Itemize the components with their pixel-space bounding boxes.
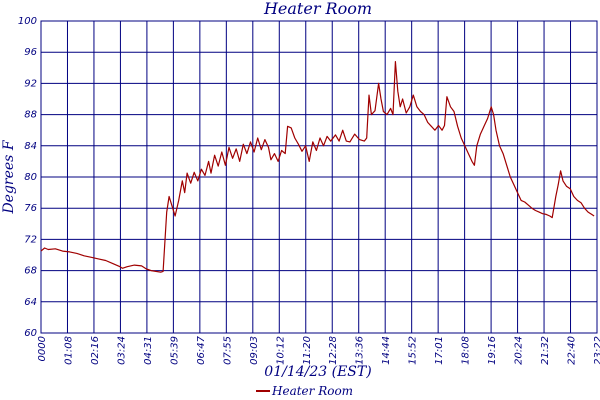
- x-axis-label: 01/14/23 (EST): [264, 364, 371, 380]
- x-tick-label: 01:08: [63, 336, 74, 365]
- x-tick-label: 21:32: [540, 336, 551, 365]
- x-tick-label: 12:28: [328, 336, 339, 365]
- y-tick-label: 88: [24, 110, 37, 121]
- x-tick-label: 13:36: [355, 336, 366, 365]
- x-tick-label: 03:24: [116, 336, 127, 365]
- y-tick-label: 92: [24, 78, 37, 89]
- x-tick-label: 23:22: [593, 336, 600, 365]
- x-tick-label: 02:16: [90, 336, 101, 365]
- x-tick-label: 19:16: [487, 336, 498, 365]
- x-tick-label: 15:52: [408, 336, 419, 365]
- x-tick-label: 14:44: [381, 336, 392, 365]
- x-tick-label: 20:24: [514, 336, 525, 365]
- series-line: [40, 61, 595, 273]
- legend-label: Heater Room: [271, 384, 353, 398]
- y-tick-label: 100: [18, 16, 37, 27]
- chart-title: Heater Room: [263, 0, 372, 18]
- x-tick-label: 06:47: [196, 335, 207, 364]
- y-tick-label: 72: [24, 234, 37, 245]
- x-tick-label: 05:39: [169, 336, 180, 365]
- y-tick-label: 60: [24, 328, 37, 339]
- x-tick-label: 18:08: [461, 336, 472, 365]
- y-tick-label: 96: [24, 47, 37, 58]
- y-tick-label: 84: [24, 141, 37, 152]
- y-axis-label: Degrees F: [1, 139, 17, 214]
- legend: Heater Room: [256, 384, 353, 398]
- y-tick-label: 68: [24, 266, 37, 277]
- x-tick-label: 10:12: [275, 336, 286, 365]
- x-tick-label: 22:40: [567, 336, 578, 365]
- x-tick-label: 17:01: [434, 336, 445, 365]
- y-tick-label: 76: [24, 203, 37, 214]
- x-tick-label: 09:03: [249, 336, 260, 365]
- x-tick-label: 07:55: [222, 336, 233, 365]
- x-tick-label: 0000: [37, 336, 48, 361]
- grid-lines: [40, 20, 598, 334]
- y-tick-label: 64: [24, 297, 37, 308]
- x-tick-label: 04:31: [143, 336, 154, 365]
- x-tick-label: 11:20: [302, 336, 313, 365]
- y-tick-label: 80: [24, 172, 37, 183]
